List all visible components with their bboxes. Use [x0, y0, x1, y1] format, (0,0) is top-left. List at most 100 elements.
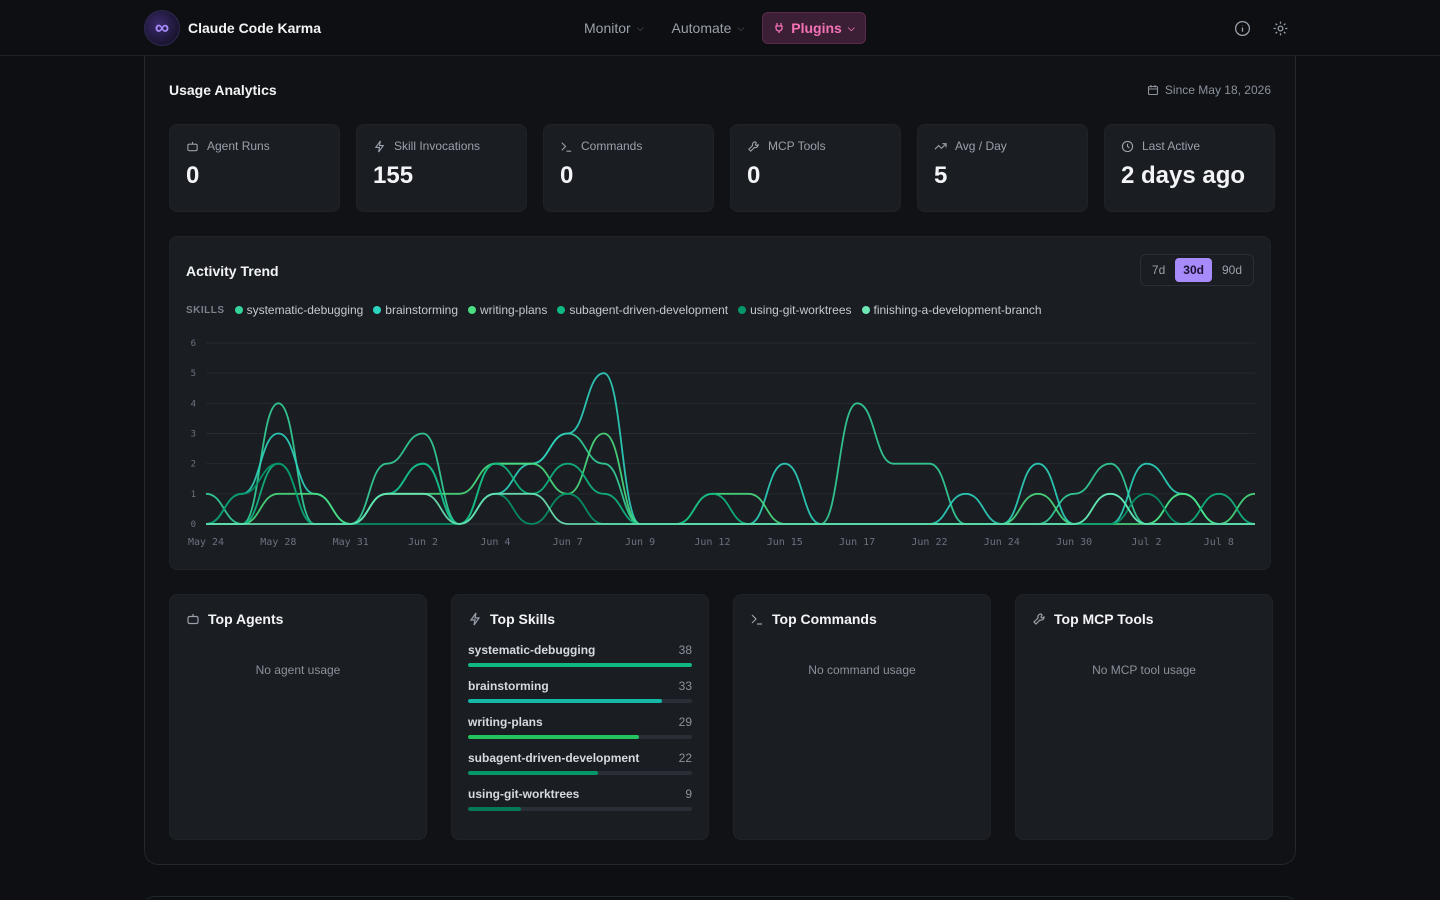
skill-bar-track: [468, 699, 692, 703]
stat-card-skill-invocations: Skill Invocations 155: [356, 124, 527, 212]
skill-name: systematic-debugging: [468, 643, 596, 657]
nav-monitor-label: Monitor: [584, 20, 631, 36]
x-tick-label: Jun 17: [839, 537, 875, 548]
y-tick-label: 1: [191, 490, 196, 500]
skill-row[interactable]: using-git-worktrees 9: [468, 787, 692, 811]
skill-name: using-git-worktrees: [468, 787, 580, 801]
stat-value: 5: [934, 162, 948, 189]
skill-name: writing-plans: [468, 715, 543, 729]
x-tick-label: Jun 2: [408, 537, 438, 548]
skill-row[interactable]: brainstorming 33: [468, 679, 692, 703]
nav-plugins-label: Plugins: [791, 20, 842, 36]
calendar-icon: [1147, 85, 1158, 96]
trending-up-icon: [934, 142, 947, 150]
skill-bar-fill: [468, 771, 598, 775]
chart-legend: SKILLS systematic-debugging brainstormin…: [186, 303, 1042, 317]
empty-state: No agent usage: [255, 663, 341, 677]
since-label: Since May 18, 2026: [1164, 83, 1271, 97]
stat-card-commands: Commands 0: [543, 124, 714, 212]
skill-row[interactable]: systematic-debugging 38: [468, 643, 692, 667]
stat-card-agent-runs: Agent Runs 0: [169, 124, 340, 212]
stat-card-avg-day: Avg / Day 5: [917, 124, 1088, 212]
series-line-finishing-a-development-branch[interactable]: [206, 492, 1255, 525]
legend-item[interactable]: brainstorming: [373, 303, 458, 317]
chart-title: Activity Trend: [186, 263, 279, 279]
stat-label: Last Active: [1142, 139, 1201, 153]
x-tick-label: May 28: [260, 537, 296, 548]
legend-item[interactable]: systematic-debugging: [234, 303, 363, 317]
skill-row[interactable]: writing-plans 29: [468, 715, 692, 739]
empty-state: No command usage: [808, 663, 916, 677]
skill-bar-fill: [468, 807, 522, 811]
panel-title: Usage Analytics: [169, 82, 277, 98]
stat-value: 0: [560, 162, 574, 189]
stat-card-mcp-tools: MCP Tools 0: [730, 124, 901, 212]
info-icon[interactable]: [1232, 18, 1252, 38]
stat-value: 0: [747, 162, 761, 189]
x-tick-label: Jun 22: [911, 537, 947, 548]
skill-name: brainstorming: [468, 679, 549, 693]
stat-label: MCP Tools: [768, 139, 826, 153]
x-tick-label: Jul 8: [1204, 537, 1234, 548]
legend-dot: [738, 306, 747, 314]
skill-bar-fill: [468, 735, 639, 739]
legend-dot: [373, 306, 382, 314]
legend-item[interactable]: writing-plans: [468, 303, 547, 317]
since-date: Since May 18, 2026: [1147, 83, 1271, 97]
skill-count: 9: [685, 787, 692, 801]
y-tick-label: 2: [191, 460, 196, 470]
stat-label: Agent Runs: [207, 139, 270, 153]
lightning-icon: [374, 140, 385, 152]
bot-icon: [187, 614, 199, 625]
y-tick-label: 6: [191, 339, 196, 349]
card-title: Top MCP Tools: [1054, 611, 1154, 627]
stat-label: Commands: [581, 139, 643, 153]
top-skills-card: Top Skills systematic-debugging 38 brainst…: [451, 594, 709, 840]
legend-dot: [234, 306, 243, 314]
stat-cards: Agent Runs 0 Skill Invocations 155 Comma…: [169, 124, 1275, 212]
stat-value: 0: [186, 162, 200, 189]
legend-dot: [557, 306, 566, 314]
nav-automate[interactable]: Automate ⌵: [662, 12, 755, 44]
skill-count: 29: [678, 715, 692, 729]
legend-item[interactable]: finishing-a-development-branch: [861, 303, 1042, 317]
skill-bar-track: [468, 807, 692, 811]
skill-bar-track: [468, 735, 692, 739]
brand-name: Claude Code Karma: [188, 20, 322, 36]
skill-name: subagent-driven-development: [468, 751, 640, 765]
nav-plugins[interactable]: Plugins ⌵: [762, 12, 866, 44]
x-tick-label: Jun 7: [553, 537, 583, 548]
range-90d-button[interactable]: 90d: [1221, 263, 1242, 277]
legend-dot: [468, 306, 476, 314]
gear-icon[interactable]: [1270, 18, 1290, 38]
legend-label: subagent-driven-development: [569, 303, 729, 317]
legend-item[interactable]: using-git-worktrees: [738, 303, 852, 317]
nav-automate-label: Automate: [671, 20, 732, 36]
range-7d-button[interactable]: 7d: [1151, 263, 1166, 277]
skill-count: 22: [678, 751, 692, 765]
y-tick-label: 4: [191, 399, 196, 409]
range-30d-button[interactable]: 30d: [1175, 258, 1212, 282]
empty-state: No MCP tool usage: [1092, 663, 1196, 677]
next-panel-edge: [144, 896, 1296, 900]
skill-row[interactable]: subagent-driven-development 22: [468, 751, 692, 775]
chevron-down-icon: ⌵: [737, 22, 745, 33]
x-tick-label: Jun 24: [984, 537, 1020, 548]
range-selector: 7d 30d 90d: [1139, 254, 1254, 286]
skill-bar-fill: [468, 663, 692, 667]
legend-item[interactable]: subagent-driven-development: [557, 303, 728, 317]
activity-trend-chart: 0 1 2 3 4 5 6 May 24 May 28 May 31 Jun 2 Jun 4 Jun 7…: [188, 339, 1256, 548]
wrench-icon: [748, 140, 759, 152]
x-tick-label: Jul 2: [1131, 537, 1161, 548]
stat-value: 155: [373, 162, 414, 189]
activity-trend-card: Activity Trend 7d 30d 90d SKILLS systema…: [169, 236, 1271, 570]
top-navbar: ∞ Claude Code Karma Monitor ⌵ Automate ⌵…: [0, 0, 1440, 56]
nav-monitor[interactable]: Monitor ⌵: [574, 12, 654, 44]
skill-count: 33: [678, 679, 692, 693]
top-lists: Top Agents No agent usage Top Skills sys…: [169, 594, 1273, 840]
terminal-icon: [561, 141, 572, 152]
legend-tag: SKILLS: [186, 304, 225, 316]
card-title: Top Commands: [772, 611, 877, 627]
skill-bar-track: [468, 771, 692, 775]
brand[interactable]: ∞ Claude Code Karma: [144, 10, 321, 46]
